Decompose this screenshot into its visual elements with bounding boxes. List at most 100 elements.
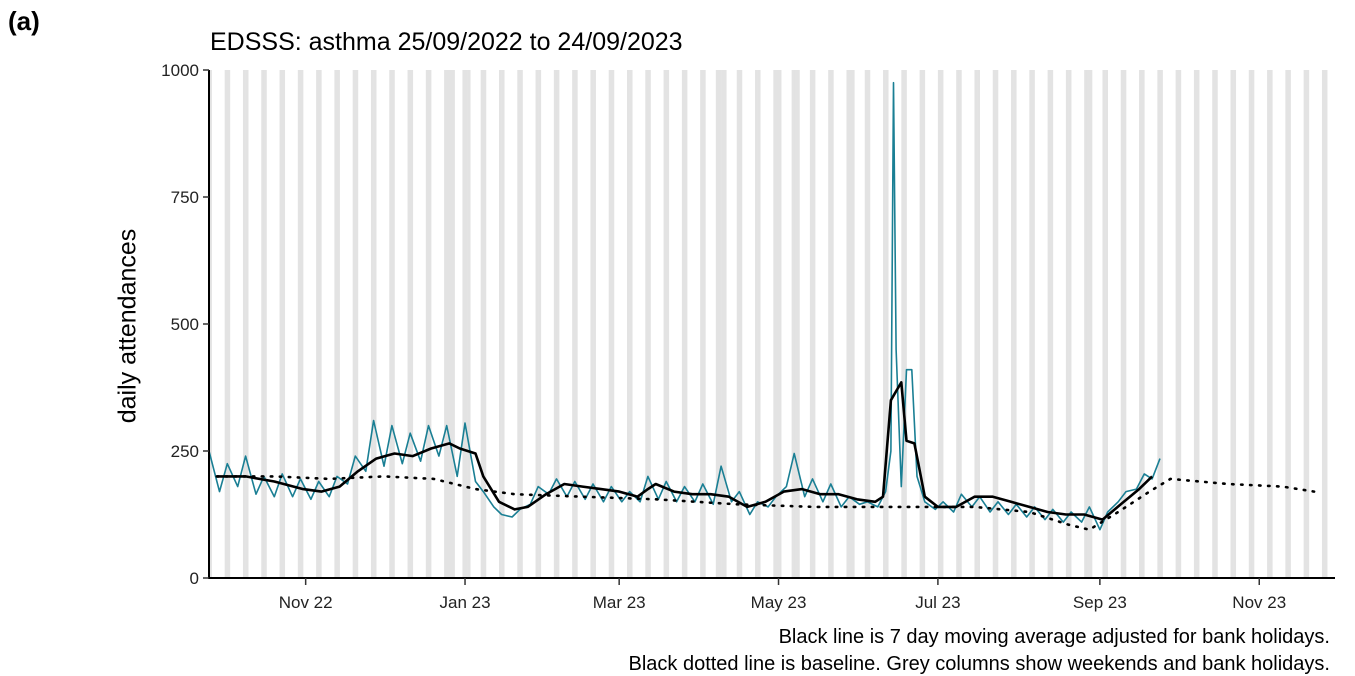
shade-column [647, 70, 651, 578]
shade-column [809, 70, 813, 578]
shade-column [715, 70, 719, 578]
chart-title: EDSSS: asthma 25/09/2022 to 24/09/2023 [210, 28, 683, 56]
shade-column [791, 70, 795, 578]
shaded-columns [209, 70, 1328, 578]
shade-column [1193, 70, 1197, 578]
shade-column [480, 70, 484, 578]
shade-column [846, 70, 850, 578]
shade-column [849, 70, 852, 578]
shade-column [572, 70, 576, 578]
shade-column [608, 70, 612, 578]
shade-column [1120, 70, 1124, 578]
shade-column [297, 70, 301, 578]
shade-column [1251, 70, 1255, 578]
x-tick-label: Nov 22 [279, 593, 333, 612]
shade-column [1321, 70, 1325, 578]
shade-column [885, 70, 889, 578]
x-tick-label: Jan 23 [440, 593, 491, 612]
x-tick-label: Jul 23 [915, 593, 960, 612]
shade-column [355, 70, 359, 578]
shade-column [666, 70, 670, 578]
shade-column [300, 70, 304, 578]
shade-column [1105, 70, 1109, 578]
shade-column [1214, 70, 1218, 578]
shade-column [956, 70, 960, 578]
shade-column [1139, 70, 1142, 578]
shade-column [465, 70, 468, 578]
shade-column [629, 70, 633, 578]
shade-column [755, 70, 758, 578]
shade-column [940, 70, 944, 578]
shade-column [995, 70, 999, 578]
caption-moving-average-note: Black line is 7 day moving average adjus… [778, 626, 1330, 648]
shade-column [501, 70, 505, 578]
shade-column [1047, 70, 1051, 578]
shade-column [645, 70, 649, 578]
shade-column [663, 70, 667, 578]
shade-column [593, 70, 596, 578]
shade-column [407, 70, 411, 578]
shade-column [1287, 70, 1291, 578]
shade-column [1050, 70, 1054, 578]
shade-column [1068, 70, 1072, 578]
shade-column [684, 70, 688, 578]
shade-column [757, 70, 761, 578]
shade-column [451, 70, 455, 578]
shade-column [1267, 70, 1270, 578]
shade-column [373, 70, 377, 578]
shade-column [1086, 70, 1090, 578]
y-tick-label: 250 [171, 442, 199, 461]
shade-column [937, 70, 941, 578]
shade-column [867, 70, 871, 578]
shade-column [209, 70, 212, 578]
shade-column [261, 70, 265, 578]
shade-column [1212, 70, 1216, 578]
shade-column [498, 70, 502, 578]
shade-column [700, 70, 704, 578]
shade-column [227, 70, 231, 578]
shade-column [958, 70, 962, 578]
shade-column [391, 70, 395, 578]
y-tick-label: 500 [171, 315, 199, 334]
moving_average-series-line [216, 381, 1154, 521]
shade-column [977, 70, 980, 578]
shade-column [778, 70, 782, 578]
shade-column [721, 70, 724, 578]
shade-column [574, 70, 578, 578]
shade-column [446, 70, 450, 578]
shade-column [681, 70, 685, 578]
shade-column [739, 70, 743, 578]
shade-column [775, 70, 779, 578]
x-tick-label: Sep 23 [1073, 593, 1127, 612]
shade-column [736, 70, 740, 578]
shade-column [334, 70, 338, 578]
shade-column [1159, 70, 1163, 578]
shade-column [1065, 70, 1069, 578]
shade-column [425, 70, 429, 578]
y-tick-label: 1000 [161, 61, 199, 80]
x-tick-label: May 23 [751, 593, 807, 612]
shade-column [828, 70, 832, 578]
shade-column [718, 70, 722, 578]
shade-column [794, 70, 798, 578]
x-tick-label: Mar 23 [593, 593, 646, 612]
series-layer [208, 81, 1316, 532]
shade-column [974, 70, 978, 578]
shade-column [1141, 70, 1145, 578]
shade-column [611, 70, 615, 578]
x-tick-label: Nov 23 [1232, 593, 1286, 612]
shade-column [1175, 70, 1179, 578]
shade-column [1102, 70, 1106, 578]
shade-column [1306, 70, 1310, 578]
shade-column [992, 70, 996, 578]
shade-column [263, 70, 267, 578]
shade-column [812, 70, 816, 578]
shade-column [590, 70, 594, 578]
shade-column [796, 70, 800, 578]
shade-column [279, 70, 283, 578]
shade-column [883, 70, 886, 578]
shade-column [1157, 70, 1161, 578]
axes: 0 250 500 750 1000 Nov 22 Jan 23 Mar 23 May 23 Ju… [161, 61, 1335, 612]
shade-column [224, 70, 228, 578]
